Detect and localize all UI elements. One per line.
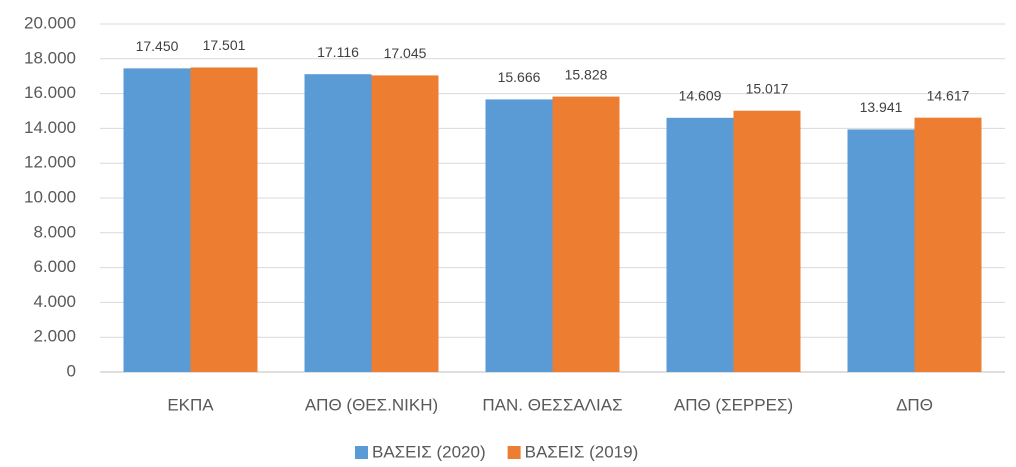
y-tick-label: 0 [67,361,76,380]
y-tick-label: 12.000 [24,153,76,172]
bar [371,75,439,373]
data-label: 17.450 [136,38,179,54]
x-tick-label: ΔΠΘ [896,395,933,414]
bar [666,117,734,372]
bar [190,67,258,372]
y-tick-label: 8.000 [33,222,76,241]
bar [123,68,191,373]
x-tick-label: ΑΠΘ (ΘΕΣ.ΝΙΚΗ) [305,395,438,414]
y-tick-label: 4.000 [33,292,76,311]
y-tick-label: 16.000 [24,83,76,102]
y-tick-label: 20.000 [24,13,76,32]
y-tick-label: 6.000 [33,257,76,276]
bar [914,117,982,372]
data-label: 14.617 [927,87,970,103]
legend-swatch [355,446,368,459]
data-label: 17.501 [203,37,246,53]
bar [304,74,372,372]
data-label: 15.666 [498,69,541,85]
bar [485,99,553,373]
y-tick-label: 2.000 [33,327,76,346]
bar [733,110,801,373]
data-label: 13.941 [860,99,903,115]
y-tick-label: 14.000 [24,118,76,137]
y-tick-label: 18.000 [24,48,76,67]
data-label: 17.045 [384,45,427,61]
legend-label: ΒΑΣΕΙΣ (2019) [525,442,639,461]
x-tick-label: ΕΚΠΑ [167,395,214,414]
bar [847,129,915,372]
x-tick-label: ΑΠΘ (ΣΕΡΡΕΣ) [674,395,793,414]
data-label: 17.116 [317,44,359,60]
y-tick-label: 10.000 [24,187,76,206]
data-label: 15.017 [746,80,789,96]
data-label: 14.609 [679,88,722,104]
legend-label: ΒΑΣΕΙΣ (2020) [372,442,486,461]
bar [552,96,620,372]
x-tick-label: ΠΑΝ. ΘΕΣΣΑΛΙΑΣ [482,395,622,414]
data-label: 15.828 [565,66,608,82]
legend-swatch [507,446,521,459]
